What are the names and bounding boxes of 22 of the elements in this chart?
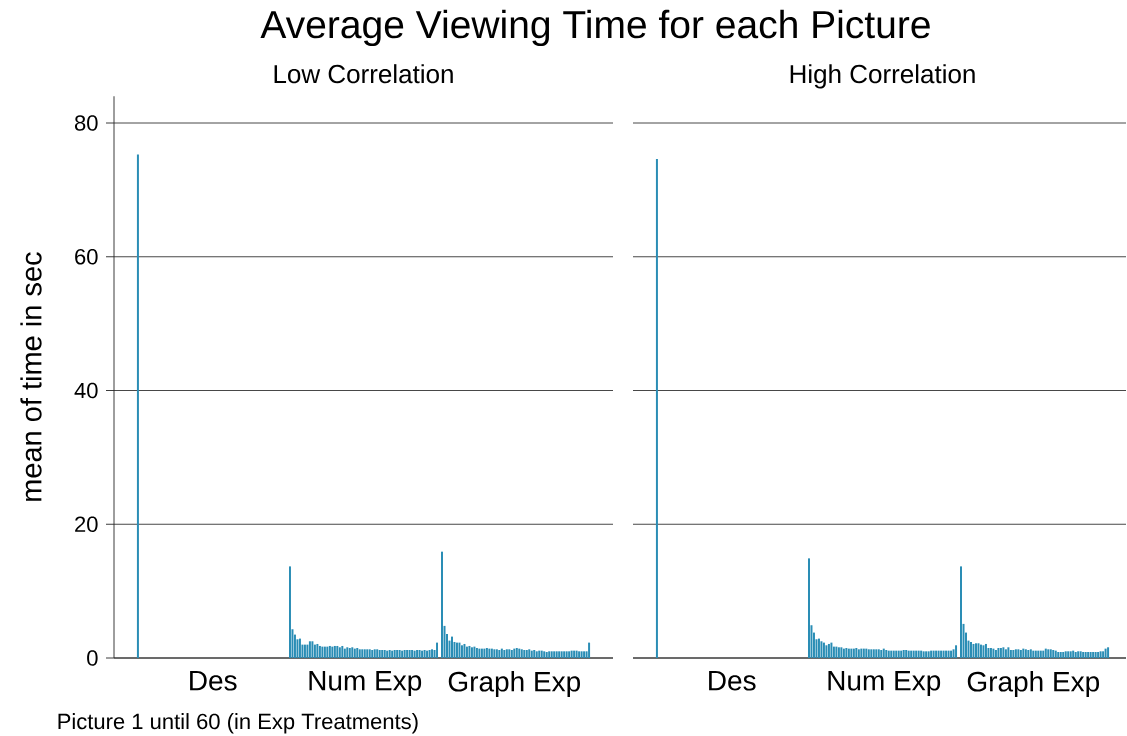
x-tick-label: Num Exp: [828, 671, 941, 697]
chart-title: Average Viewing Time for each Picture: [260, 9, 930, 47]
text: Picture 1 until 60 (in Exp Treatments): [58, 713, 418, 734]
bar: [1102, 651, 1105, 658]
y-tick-label: 60: [75, 248, 98, 265]
bar: [306, 644, 309, 658]
x-tick-label: Graph Exp: [448, 671, 581, 698]
y-tick-label: 20: [75, 516, 98, 533]
chart-subtitle: High Correlation: [790, 64, 975, 89]
chart-subtitle: Low Correlation: [274, 64, 453, 84]
y-tick-label: 80: [74, 115, 98, 131]
y-axis-title: mean of time in sec: [20, 252, 42, 501]
x-tick-label: Graph Exp: [967, 671, 1100, 698]
x-tick-label: Num Exp: [309, 671, 422, 697]
bar: [807, 558, 810, 658]
x-tick-label: Des: [709, 671, 756, 691]
bar: [136, 154, 139, 658]
x-tick-label: Des: [190, 671, 237, 691]
y-tick-label: 0: [87, 650, 98, 666]
bar: [955, 645, 958, 658]
bar: [441, 551, 444, 658]
y-tick-label: 40: [74, 382, 98, 399]
